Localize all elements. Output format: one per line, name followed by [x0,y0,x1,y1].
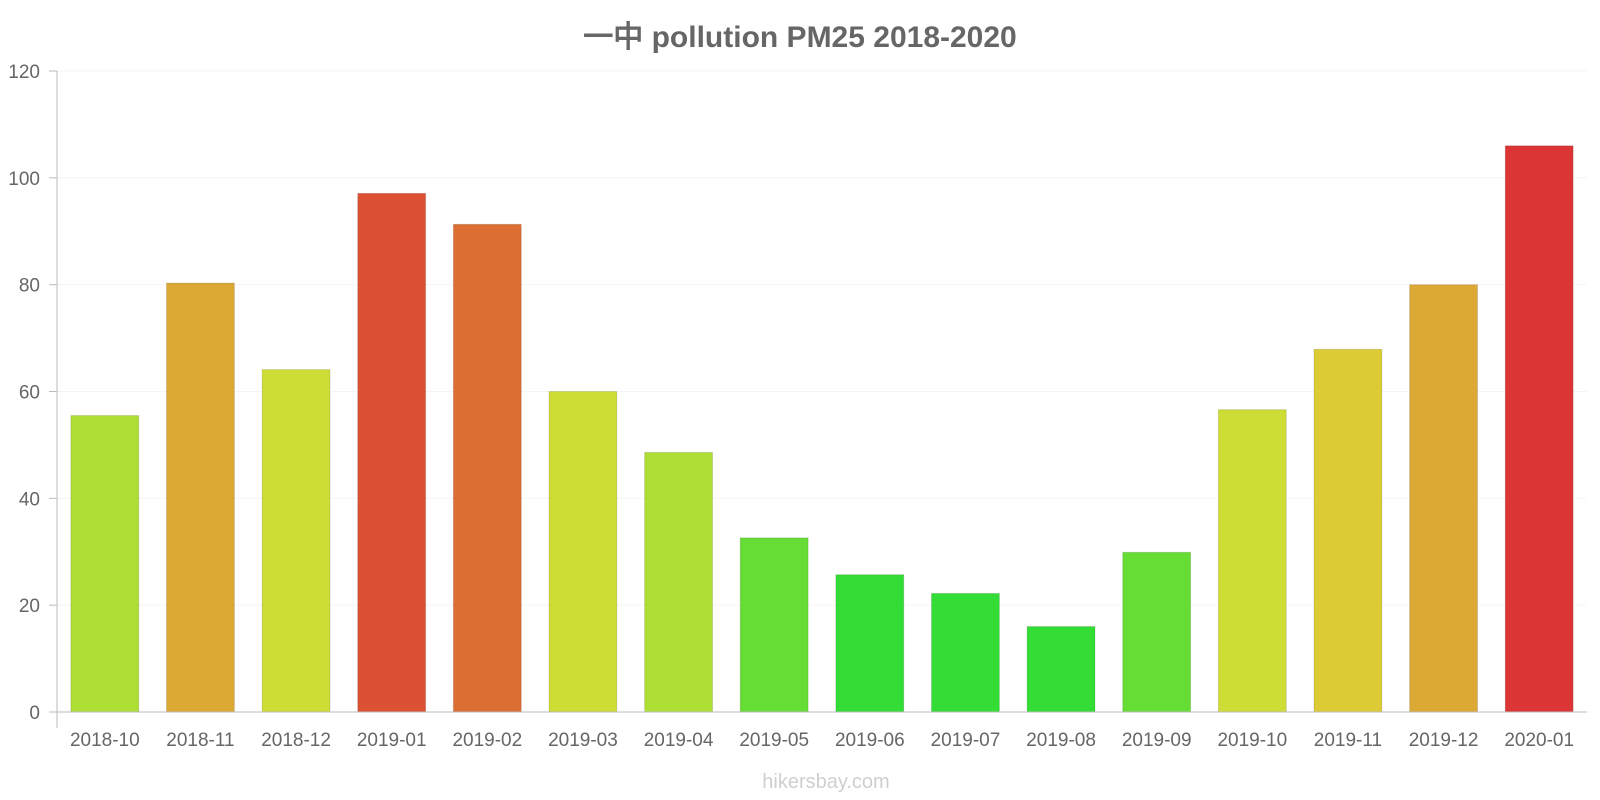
bar-2019-01 [357,192,427,713]
x-tick-label: 2020-01 [1504,730,1574,751]
x-tick-label: 2019-11 [1314,730,1382,751]
bar-2019-12 [1409,284,1479,713]
bar-2019-07 [930,592,1000,713]
source-watermark: hikersbay.com [762,771,889,793]
y-tick-label: 0 [29,703,40,724]
x-tick-label: 2019-10 [1217,730,1287,751]
bar-2018-10 [70,415,140,713]
bars [70,145,1574,713]
y-tick-label: 60 [19,383,40,404]
x-tick-label: 2019-09 [1122,730,1192,751]
y-tick-label: 100 [8,169,40,190]
y-axis-ticks: 0 20 40 60 80 100 120 [8,62,57,724]
bar-2019-10 [1217,409,1287,713]
bar-2019-08 [1026,626,1096,713]
x-axis-ticks: 2018-10 2018-11 2018-12 2019-01 2019-02 2019-… [70,730,1574,751]
x-tick-label: 2019-12 [1409,730,1479,751]
bar-2019-02 [452,223,522,713]
x-tick-label: 2019-02 [452,730,522,751]
chart-title: 一中 pollution PM25 2018-2020 [583,21,1016,54]
bar-2019-04 [644,451,714,713]
bar-2019-06 [835,574,905,713]
bar-2019-11 [1313,348,1383,713]
y-tick-label: 120 [8,62,40,83]
x-tick-label: 2018-11 [166,730,234,751]
x-tick-label: 2019-05 [739,730,809,751]
bar-2018-11 [165,282,235,713]
x-tick-label: 2018-12 [261,730,331,751]
x-tick-label: 2019-03 [548,730,618,751]
bar-2018-12 [261,369,331,713]
bar-2020-01 [1504,145,1574,713]
bar-2019-09 [1122,551,1192,713]
y-tick-label: 20 [19,596,40,617]
bar-2019-03 [548,391,618,713]
x-tick-label: 2019-06 [835,730,905,751]
bar-2019-05 [739,537,809,713]
x-tick-label: 2019-04 [644,730,714,751]
y-tick-label: 40 [19,489,40,510]
x-tick-label: 2018-10 [70,730,140,751]
y-tick-label: 80 [19,276,40,297]
x-tick-label: 2019-01 [357,730,427,751]
x-tick-label: 2019-08 [1026,730,1096,751]
x-tick-label: 2019-07 [931,730,1001,751]
